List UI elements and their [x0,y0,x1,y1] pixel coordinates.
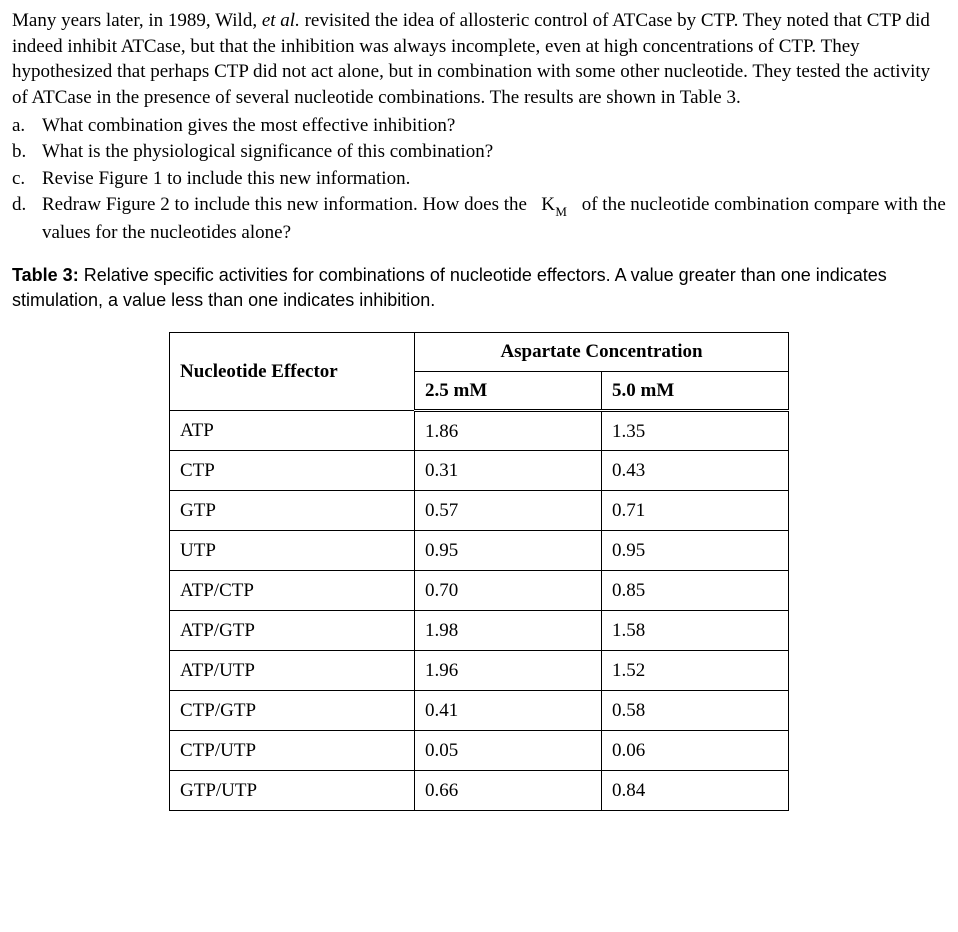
table-row: ATP/GTP 1.98 1.58 [170,611,789,651]
cell-effector: CTP [170,451,415,491]
cell-value: 0.84 [602,771,789,811]
paragraph-seg1: Many years later, in 1989, Wild, [12,10,262,31]
cell-effector: ATP/CTP [170,571,415,611]
question-letter: c. [12,166,42,192]
questions-list: a. What combination gives the most effec… [12,113,946,246]
cell-value: 0.06 [602,731,789,771]
table-row: CTP 0.31 0.43 [170,451,789,491]
km-symbol: KM [541,194,567,215]
cell-effector: CTP/UTP [170,731,415,771]
paragraph-etal: et al. [262,10,300,31]
cell-value: 0.31 [415,451,602,491]
cell-value: 0.57 [415,491,602,531]
cell-value: 0.71 [602,491,789,531]
cell-value: 1.96 [415,651,602,691]
cell-effector: GTP [170,491,415,531]
question-d-pre: Redraw Figure 2 to include this new info… [42,194,532,215]
cell-value: 0.41 [415,691,602,731]
cell-value: 1.58 [602,611,789,651]
cell-value: 0.85 [602,571,789,611]
question-text: Redraw Figure 2 to include this new info… [42,192,946,245]
table-row: UTP 0.95 0.95 [170,531,789,571]
table-label: Table 3: [12,265,79,285]
table-row: GTP 0.57 0.71 [170,491,789,531]
cell-value: 0.43 [602,451,789,491]
table-row: ATP/UTP 1.96 1.52 [170,651,789,691]
table-caption: Table 3: Relative specific activities fo… [12,263,946,312]
intro-paragraph: Many years later, in 1989, Wild, et al. … [12,8,946,111]
question-c: c. Revise Figure 1 to include this new i… [12,166,946,192]
question-letter: b. [12,139,42,165]
km-k: K [541,194,555,215]
question-letter: a. [12,113,42,139]
cell-effector: UTP [170,531,415,571]
table-wrapper: Nucleotide Effector Aspartate Concentrat… [12,332,946,811]
question-a: a. What combination gives the most effec… [12,113,946,139]
cell-value: 1.35 [602,411,789,451]
cell-value: 1.98 [415,611,602,651]
header-main: Aspartate Concentration [415,333,789,372]
question-text: What is the physiological significance o… [42,139,946,165]
question-text: Revise Figure 1 to include this new info… [42,166,946,192]
cell-value: 1.86 [415,411,602,451]
cell-effector: ATP/GTP [170,611,415,651]
question-letter: d. [12,192,42,245]
table-row: CTP/GTP 0.41 0.58 [170,691,789,731]
cell-effector: GTP/UTP [170,771,415,811]
cell-value: 1.52 [602,651,789,691]
header-col1: 2.5 mM [415,371,602,411]
table-row: ATP/CTP 0.70 0.85 [170,571,789,611]
cell-value: 0.58 [602,691,789,731]
header-col2: 5.0 mM [602,371,789,411]
table-header-row-1: Nucleotide Effector Aspartate Concentrat… [170,333,789,372]
table-caption-text: Relative specific activities for combina… [12,265,887,309]
cell-value: 0.95 [602,531,789,571]
question-d: d. Redraw Figure 2 to include this new i… [12,192,946,245]
table-row: ATP 1.86 1.35 [170,411,789,451]
question-text: What combination gives the most effectiv… [42,113,946,139]
question-b: b. What is the physiological significanc… [12,139,946,165]
km-m: M [555,204,567,219]
table-body: ATP 1.86 1.35 CTP 0.31 0.43 GTP 0.57 0.7… [170,411,789,811]
table-row: CTP/UTP 0.05 0.06 [170,731,789,771]
cell-effector: ATP/UTP [170,651,415,691]
header-effector: Nucleotide Effector [170,333,415,411]
table-row: GTP/UTP 0.66 0.84 [170,771,789,811]
cell-effector: ATP [170,411,415,451]
cell-effector: CTP/GTP [170,691,415,731]
cell-value: 0.70 [415,571,602,611]
cell-value: 0.66 [415,771,602,811]
cell-value: 0.05 [415,731,602,771]
effector-table: Nucleotide Effector Aspartate Concentrat… [169,332,789,811]
cell-value: 0.95 [415,531,602,571]
